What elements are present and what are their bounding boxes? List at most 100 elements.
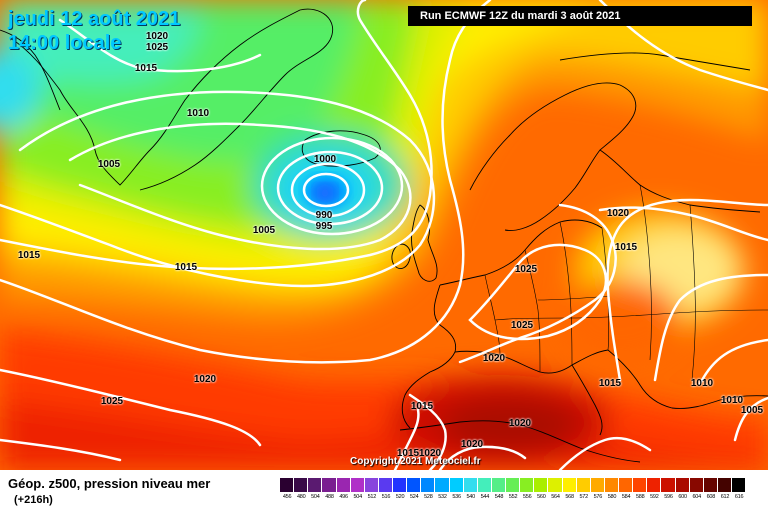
scale-step: 520 [393,478,408,504]
scale-swatch [576,478,591,492]
scale-step: 616 [732,478,747,504]
scale-step: 588 [633,478,648,504]
scale-step: 608 [703,478,718,504]
isobar-label: 1005 [97,159,121,170]
scale-tick-label: 556 [523,494,532,500]
isobar-label: 1005 [252,225,276,236]
isobar-label: 1015 [134,63,158,74]
scale-swatch [421,478,436,492]
scale-tick-label: 536 [452,494,461,500]
isobar-label: 1015 [17,250,41,261]
weather-map: 1020 1025 1015 1010 1005 1000 990 995 1005 1015 10… [0,0,768,470]
forecast-date: jeudi 12 août 2021 [8,8,181,30]
scale-tick-label: 524 [410,494,419,500]
isobar-label: 1025 [100,396,124,407]
isobar-label: 1010 [186,108,210,119]
scale-step: 480 [294,478,309,504]
isobar-label: 1015 [598,378,622,389]
scale-tick-label: 604 [692,494,702,500]
scale-swatch [350,478,365,492]
isobar-label: 1025 [145,42,169,53]
isobar-label: 1015 [174,262,198,273]
scale-tick-label: 592 [650,494,659,500]
legend-subtitle: (+216h) [14,494,53,506]
scale-tick-label: 588 [636,494,645,500]
forecast-time: 14:00 locale [8,32,122,54]
scale-step: 504 [308,478,323,504]
scale-step: 540 [463,478,478,504]
scale-swatch [449,478,464,492]
scale-tick-label: 596 [664,494,673,500]
scale-swatch [506,478,521,492]
scale-step: 552 [506,478,521,504]
scale-step: 504 [350,478,365,504]
scale-step: 600 [675,478,690,504]
scale-swatch [364,478,379,492]
legend-footer: Géop. z500, pression niveau mer (+216h) … [0,470,768,512]
scale-swatch [604,478,619,492]
scale-step: 564 [548,478,563,504]
isobar-label: 1010 [720,395,744,406]
color-scale: 456 480 504 488 496 504 512 516 520 524 528 532 536 5… [280,478,747,504]
scale-tick-label: 612 [720,494,730,500]
scale-tick-label: 544 [480,494,490,500]
scale-tick-label: 532 [438,494,447,500]
isobar-label: 1020 [145,31,169,42]
scale-tick-label: 580 [607,494,617,500]
isobar-label: 1005 [740,405,764,416]
scale-step: 584 [619,478,634,504]
scale-step: 548 [491,478,506,504]
scale-tick-label: 540 [466,494,476,500]
scale-tick-label: 548 [494,494,504,500]
scale-tick-label: 552 [508,494,518,500]
scale-swatch [407,478,422,492]
scale-tick-label: 496 [339,494,348,500]
scale-tick-label: 572 [579,494,589,500]
isobar-label: 1015 [410,401,434,412]
isobar-label: 1010 [690,378,714,389]
scale-step: 524 [407,478,422,504]
scale-step: 544 [477,478,492,504]
scale-swatch [732,478,747,492]
scale-swatch [590,478,605,492]
scale-step: 536 [449,478,464,504]
run-info-text: Run ECMWF 12Z du mardi 3 août 2021 [420,10,621,22]
scale-tick-label: 584 [621,494,631,500]
scale-swatch [393,478,408,492]
scale-swatch [717,478,732,492]
scale-step: 556 [520,478,535,504]
isobar-label: 1020 [606,208,630,219]
isobar-label: 1020 [482,353,506,364]
scale-swatch [534,478,549,492]
isobars [0,0,768,470]
scale-step: 456 [280,478,295,504]
scale-tick-label: 528 [424,494,433,500]
isobar-label: 1020 [508,418,532,429]
scale-swatch [689,478,704,492]
scale-swatch [294,478,309,492]
scale-step: 568 [562,478,577,504]
isobar-label: 1015 [614,242,638,253]
scale-swatch [562,478,577,492]
scale-tick-label: 456 [282,494,292,500]
scale-tick-label: 512 [367,494,377,500]
scale-tick-label: 616 [734,494,744,500]
isobar-label: 1020 [460,439,484,450]
scale-step: 576 [590,478,605,504]
legend-title: Géop. z500, pression niveau mer [8,476,211,491]
scale-step: 496 [336,478,351,504]
scale-tick-label: 504 [353,494,363,500]
scale-swatch [703,478,718,492]
scale-step: 572 [576,478,591,504]
scale-tick-label: 608 [706,494,716,500]
scale-tick-label: 568 [565,494,574,500]
scale-swatch [280,478,295,492]
run-info-box: Run ECMWF 12Z du mardi 3 août 2021 [408,6,752,26]
isobar-label: 1000 [313,154,337,165]
isobar-label: 1020 [193,374,217,385]
isobar-label: 1025 [514,264,538,275]
scale-swatch [491,478,506,492]
scale-tick-label: 520 [395,494,405,500]
isobar-label: 1015 [396,448,420,459]
